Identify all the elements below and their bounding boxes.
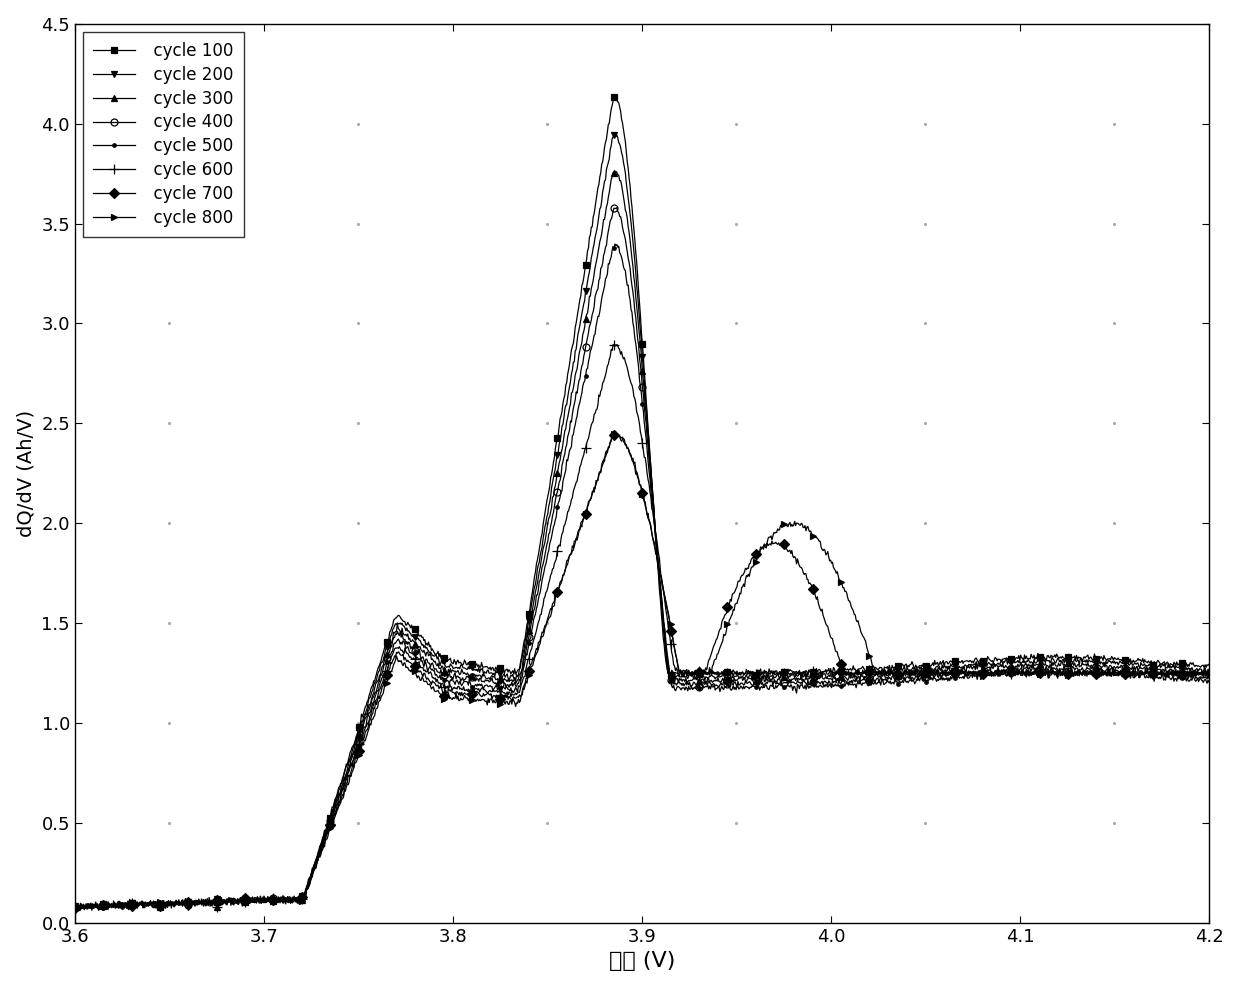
  cycle 400 [609, 202, 624, 213]
  cycle 800 [84, 904, 99, 916]
  cycle 600 [67, 904, 82, 916]
  cycle 200 [450, 662, 465, 674]
  cycle 500 [1202, 676, 1216, 688]
Line:   cycle 700: cycle 700 [72, 430, 1213, 913]
  cycle 100 [71, 904, 86, 916]
  cycle 200 [608, 128, 622, 140]
  cycle 100 [560, 369, 575, 380]
  cycle 600 [1202, 665, 1216, 677]
  cycle 200 [560, 391, 575, 403]
  cycle 300 [69, 904, 84, 916]
  cycle 200 [69, 905, 84, 917]
  cycle 800 [665, 632, 680, 644]
  cycle 400 [259, 895, 274, 907]
  cycle 800 [689, 666, 704, 678]
  cycle 500 [450, 676, 465, 688]
  cycle 300 [218, 896, 233, 908]
  cycle 300 [689, 674, 704, 686]
  cycle 400 [450, 670, 465, 682]
X-axis label: 电压 (V): 电压 (V) [609, 951, 675, 971]
  cycle 100 [1202, 658, 1216, 670]
  cycle 600 [689, 668, 704, 680]
Legend:   cycle 100,   cycle 200,   cycle 300,   cycle 400,   cycle 500,   cycle 600,   : cycle 100, cycle 200, cycle 300, cycle 4… [83, 32, 243, 237]
  cycle 200 [67, 900, 82, 912]
  cycle 700 [67, 902, 82, 914]
  cycle 100 [218, 894, 233, 906]
  cycle 300 [609, 165, 624, 177]
  cycle 400 [67, 903, 82, 915]
  cycle 500 [608, 238, 622, 250]
  cycle 100 [665, 665, 680, 677]
  cycle 500 [259, 894, 274, 906]
  cycle 600 [218, 895, 233, 907]
  cycle 500 [665, 682, 680, 694]
  cycle 700 [259, 895, 274, 907]
  cycle 600 [259, 893, 274, 905]
  cycle 800 [218, 898, 233, 910]
  cycle 600 [560, 506, 575, 518]
  cycle 600 [665, 650, 680, 662]
  cycle 600 [609, 339, 624, 351]
  cycle 700 [689, 669, 704, 681]
  cycle 700 [114, 904, 129, 916]
  cycle 800 [450, 691, 465, 702]
Line:   cycle 500: cycle 500 [72, 240, 1213, 913]
Line:   cycle 200: cycle 200 [72, 131, 1213, 914]
  cycle 400 [218, 894, 233, 906]
  cycle 500 [560, 454, 575, 466]
  cycle 800 [67, 900, 82, 912]
Line:   cycle 800: cycle 800 [72, 428, 1213, 914]
  cycle 600 [450, 681, 465, 693]
Line:   cycle 400: cycle 400 [72, 205, 1213, 913]
  cycle 800 [608, 426, 622, 438]
  cycle 200 [259, 894, 274, 906]
  cycle 100 [450, 654, 465, 666]
  cycle 700 [450, 687, 465, 699]
  cycle 200 [665, 671, 680, 683]
  cycle 400 [94, 903, 109, 915]
Line:   cycle 100: cycle 100 [72, 94, 1213, 913]
  cycle 700 [560, 554, 575, 566]
Y-axis label: dQ/dV (Ah/V): dQ/dV (Ah/V) [16, 410, 36, 536]
  cycle 100 [67, 901, 82, 913]
  cycle 400 [560, 431, 575, 443]
  cycle 300 [665, 671, 680, 683]
  cycle 600 [91, 904, 105, 916]
  cycle 500 [689, 680, 704, 692]
  cycle 700 [1202, 667, 1216, 679]
  cycle 200 [689, 673, 704, 685]
  cycle 300 [1202, 672, 1216, 684]
  cycle 500 [79, 903, 94, 915]
Line:   cycle 600: cycle 600 [69, 340, 1214, 915]
  cycle 200 [218, 897, 233, 909]
  cycle 700 [218, 897, 233, 909]
  cycle 400 [1202, 673, 1216, 685]
  cycle 800 [1202, 666, 1216, 678]
  cycle 100 [689, 668, 704, 680]
  cycle 100 [606, 91, 621, 103]
  cycle 300 [560, 412, 575, 424]
  cycle 300 [450, 665, 465, 677]
  cycle 400 [665, 676, 680, 688]
  cycle 800 [259, 896, 274, 908]
  cycle 700 [665, 631, 680, 643]
  cycle 300 [259, 896, 274, 908]
Line:   cycle 300: cycle 300 [72, 168, 1213, 913]
  cycle 200 [1202, 664, 1216, 676]
  cycle 500 [67, 899, 82, 911]
  cycle 800 [560, 558, 575, 570]
  cycle 500 [218, 899, 233, 911]
  cycle 300 [67, 901, 82, 913]
  cycle 100 [259, 893, 274, 905]
  cycle 400 [689, 679, 704, 691]
  cycle 700 [605, 428, 620, 440]
